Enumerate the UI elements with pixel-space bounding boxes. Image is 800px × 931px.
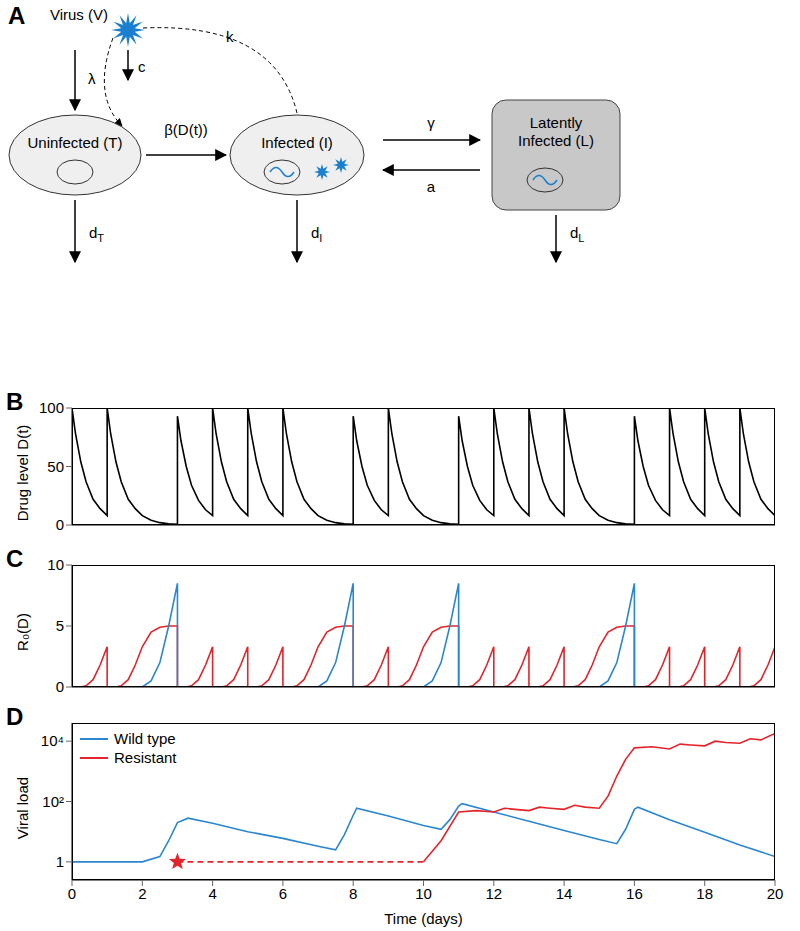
svg-text:dT: dT — [89, 224, 104, 244]
html-text:Viral load: Viral load — [13, 776, 31, 839]
svg-text:γ: γ — [427, 114, 435, 131]
html-text:Drug level D(t): Drug level D(t) — [13, 424, 31, 521]
svg-text:6: 6 — [279, 885, 287, 902]
svg-text:k: k — [226, 28, 234, 45]
svg-text:12: 12 — [485, 885, 502, 902]
svg-text:2: 2 — [138, 885, 146, 902]
html-text:Time (days): Time (days) — [384, 910, 463, 927]
svg-text:10: 10 — [415, 885, 432, 902]
svg-text:1: 1 — [56, 853, 64, 870]
html-text:Wild type: Wild type — [114, 730, 176, 747]
svg-text:100: 100 — [39, 399, 64, 416]
svg-text:A: A — [8, 2, 25, 29]
svg-text:4: 4 — [208, 885, 216, 902]
svg-text:a: a — [427, 178, 436, 195]
svg-text:Infected (L): Infected (L) — [518, 132, 594, 149]
svg-text:8: 8 — [349, 885, 357, 902]
html-text:Resistant: Resistant — [114, 749, 177, 766]
svg-text:Infected (I): Infected (I) — [261, 134, 333, 151]
svg-text:Latently: Latently — [530, 114, 583, 131]
svg-text:Virus (V): Virus (V) — [50, 6, 108, 23]
svg-text:20: 20 — [767, 885, 784, 902]
svg-text:14: 14 — [556, 885, 573, 902]
svg-text:dL: dL — [570, 224, 584, 244]
svg-text:dI: dI — [311, 224, 322, 244]
svg-text:10²: 10² — [42, 793, 64, 810]
svg-text:0: 0 — [68, 885, 76, 902]
svg-text:10: 10 — [47, 556, 64, 573]
svg-text:16: 16 — [626, 885, 643, 902]
html-text:D: D — [6, 703, 24, 730]
svg-text:0: 0 — [56, 516, 64, 533]
svg-text:λ: λ — [88, 70, 96, 87]
html-text:R₀(D): R₀(D) — [13, 613, 31, 651]
svg-text:5: 5 — [56, 617, 64, 634]
svg-text:50: 50 — [47, 458, 64, 475]
html-text:C: C — [6, 545, 24, 572]
svg-text:18: 18 — [696, 885, 713, 902]
svg-text:c: c — [138, 58, 146, 75]
html-text:B: B — [6, 388, 24, 415]
svg-text:β(D(t)): β(D(t)) — [164, 121, 208, 138]
svg-text:0: 0 — [56, 678, 64, 695]
svg-text:10⁴: 10⁴ — [41, 732, 64, 749]
svg-text:Uninfected (T): Uninfected (T) — [27, 134, 122, 151]
